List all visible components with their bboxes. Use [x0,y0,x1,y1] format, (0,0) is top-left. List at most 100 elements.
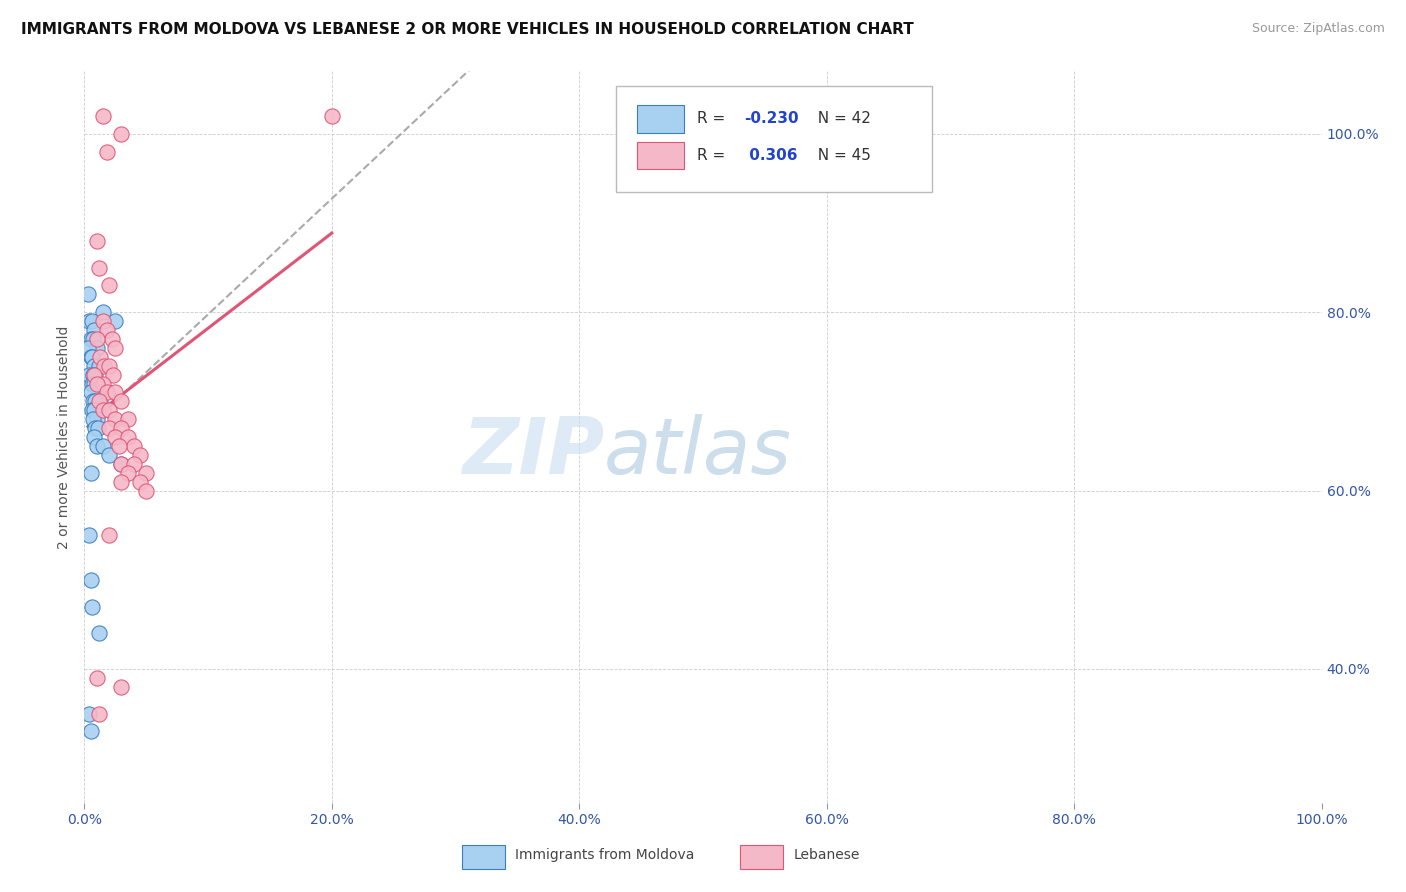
Point [122,439,145,453]
Point [110,457,132,471]
Point [79,368,101,382]
Point [91,109,114,123]
Text: N = 42: N = 42 [808,112,872,127]
FancyBboxPatch shape [616,86,932,192]
Point [100,332,122,346]
Point [79,573,101,587]
Point [129,475,152,489]
Point [110,127,132,141]
Point [89,706,111,721]
Y-axis label: 2 or more Vehicles in Household: 2 or more Vehicles in Household [58,326,72,549]
Point [83,323,105,337]
Point [135,483,157,498]
Point [89,394,111,409]
Point [89,394,111,409]
Point [80,314,103,328]
Point [83,359,105,373]
FancyBboxPatch shape [461,846,505,869]
Point [80,350,103,364]
Point [83,368,105,382]
Point [77,341,100,355]
Text: atlas: atlas [605,414,792,490]
Point [79,528,101,542]
Point [117,466,139,480]
Point [86,234,108,248]
Point [117,412,139,426]
FancyBboxPatch shape [740,846,783,869]
Point [91,403,114,417]
Point [80,376,103,391]
Point [98,421,121,435]
Point [104,341,127,355]
Point [89,359,111,373]
Point [89,626,111,640]
Text: ZIP: ZIP [461,414,605,490]
FancyBboxPatch shape [637,142,685,169]
Point [83,376,105,391]
Point [110,421,132,435]
Point [104,385,127,400]
Point [84,421,107,435]
Point [110,394,132,409]
Point [86,332,108,346]
Point [91,314,114,328]
Point [135,466,157,480]
Point [86,671,108,685]
Point [89,260,111,275]
Point [110,680,132,694]
Point [79,350,101,364]
Text: Lebanese: Lebanese [793,848,859,863]
Point [98,359,121,373]
Point [91,439,114,453]
Point [79,466,101,480]
Point [87,421,110,435]
Point [82,394,104,409]
Point [104,412,127,426]
Point [79,314,101,328]
Point [321,109,343,123]
Text: Immigrants from Moldova: Immigrants from Moldova [515,848,695,863]
Point [86,412,108,426]
Point [77,287,100,301]
Point [89,350,111,364]
Point [98,278,121,293]
Point [80,599,103,614]
Point [96,385,118,400]
Point [110,475,132,489]
Text: 0.306: 0.306 [744,148,797,163]
Point [86,341,108,355]
Point [79,385,101,400]
Point [96,323,118,337]
Text: Source: ZipAtlas.com: Source: ZipAtlas.com [1251,22,1385,36]
Point [129,448,152,462]
Point [86,439,108,453]
Point [83,430,105,444]
Point [104,430,127,444]
Point [79,706,101,721]
Point [82,332,104,346]
Text: -0.230: -0.230 [744,112,799,127]
Point [82,368,104,382]
Point [104,314,127,328]
Point [108,439,131,453]
Point [98,448,121,462]
Point [79,724,101,739]
Point [91,376,114,391]
Point [80,403,103,417]
Point [82,412,104,426]
Text: R =: R = [697,112,730,127]
Point [91,305,114,319]
Point [101,368,124,382]
Text: N = 45: N = 45 [808,148,872,163]
Point [98,528,121,542]
Point [83,403,105,417]
Text: IMMIGRANTS FROM MOLDOVA VS LEBANESE 2 OR MORE VEHICLES IN HOUSEHOLD CORRELATION : IMMIGRANTS FROM MOLDOVA VS LEBANESE 2 OR… [21,22,914,37]
Point [84,368,107,382]
Text: R =: R = [697,148,730,163]
Point [79,332,101,346]
Point [86,376,108,391]
Point [117,430,139,444]
Point [93,359,115,373]
Point [98,403,121,417]
FancyBboxPatch shape [637,105,685,133]
